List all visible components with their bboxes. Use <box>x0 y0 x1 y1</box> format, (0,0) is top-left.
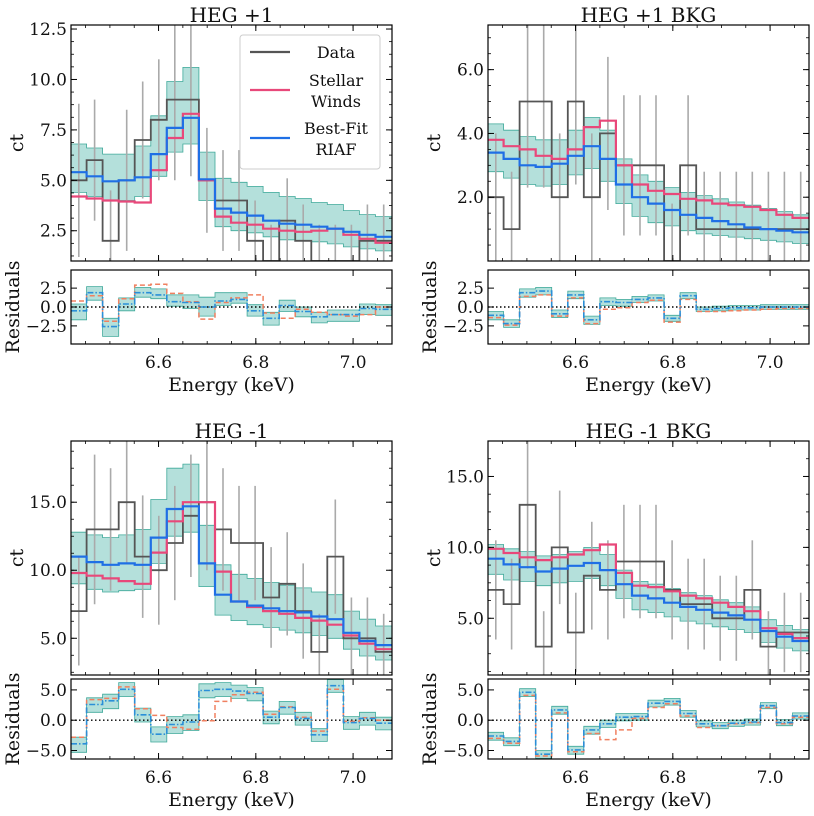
residuals-plot-area <box>488 688 809 759</box>
riaf-confidence-band <box>488 117 809 244</box>
legend-stellar-winds-label: Stellar Winds <box>309 71 364 111</box>
y-axis-label: ct <box>6 548 28 567</box>
residual-y-tick-label: −2.5 <box>26 317 67 337</box>
x-tick-label: 6.8 <box>659 353 686 373</box>
x-tick-label: 6.8 <box>659 768 686 788</box>
residual-y-tick-label: −5.0 <box>443 742 484 762</box>
x-axis-label: Energy (keV) <box>168 789 295 811</box>
legend: Data Stellar Winds Best-Fit RIAF <box>239 34 381 170</box>
y-tick-label: 5.0 <box>40 629 67 649</box>
x-axis-label: Energy (keV) <box>585 789 712 811</box>
residuals-axis-label: Residuals <box>2 673 24 766</box>
residual-y-tick-label: 2.5 <box>457 279 484 299</box>
x-tick-label: 7.0 <box>757 768 784 788</box>
x-axis-label: Energy (keV) <box>168 374 295 396</box>
x-tick-label: 7.0 <box>340 768 367 788</box>
x-tick-label: 6.8 <box>242 768 269 788</box>
y-tick-label: 12.5 <box>29 20 67 40</box>
residual-y-tick-label: 0.0 <box>457 711 484 731</box>
residual-winds-line <box>71 686 392 738</box>
riaf-line <box>71 116 392 238</box>
residual-winds-line <box>488 294 809 326</box>
y-tick-label: 2.5 <box>40 222 67 242</box>
residuals-axis-label: Residuals <box>419 261 441 354</box>
x-axis-label: Energy (keV) <box>585 374 712 396</box>
residual-y-tick-label: −2.5 <box>443 317 484 337</box>
y-axis-label: ct <box>423 133 445 152</box>
stellar-winds-line <box>488 543 809 640</box>
panel-title: HEG -1 <box>195 419 269 443</box>
residual-riaf-line <box>71 684 392 745</box>
panel-title: HEG -1 BKG <box>586 419 712 443</box>
residual-y-tick-label: −5.0 <box>26 742 67 762</box>
y-tick-label: 10.0 <box>29 561 67 581</box>
main-plot-area <box>488 25 809 261</box>
residual-riaf-line <box>488 691 809 755</box>
x-tick-label: 7.0 <box>340 353 367 373</box>
residual-y-tick-label: 0.0 <box>40 711 67 731</box>
y-tick-label: 5.0 <box>40 171 67 191</box>
panel-4: 5.0 10.0 15.0 HEG -1 BKG ct −5.0 0.0 5.0 6.6 6.8 7… <box>419 419 810 811</box>
y-tick-label: 10.0 <box>29 70 67 90</box>
residuals-plot-area <box>488 287 809 328</box>
residuals-axis-label: Residuals <box>419 673 441 766</box>
x-tick-label: 6.6 <box>562 353 589 373</box>
legend-riaf-label: Best-Fit RIAF <box>304 119 368 159</box>
riaf-line <box>488 557 809 643</box>
x-tick-label: 7.0 <box>757 353 784 373</box>
y-tick-label: 2.0 <box>457 188 484 208</box>
residual-riaf-line <box>71 291 392 328</box>
data-step-line <box>488 503 809 648</box>
y-tick-label: 7.5 <box>40 121 67 141</box>
y-tick-label: 5.0 <box>457 609 484 629</box>
y-tick-label: 6.0 <box>457 61 484 81</box>
y-tick-label: 15.0 <box>29 493 67 513</box>
data-step-line <box>71 501 392 653</box>
residual-y-tick-label: 5.0 <box>40 681 67 701</box>
residuals-plot-area <box>71 283 392 337</box>
y-tick-label: 15.0 <box>446 467 484 487</box>
x-tick-label: 6.6 <box>145 768 172 788</box>
legend-data-label: Data <box>317 43 356 62</box>
panel-title: HEG +1 <box>190 3 274 27</box>
y-tick-label: 4.0 <box>457 124 484 144</box>
legend-box <box>239 34 381 170</box>
residual-y-tick-label: 0.0 <box>457 298 484 318</box>
x-tick-label: 6.6 <box>562 768 589 788</box>
residual-riaf-line <box>488 290 809 325</box>
x-tick-label: 6.6 <box>145 353 172 373</box>
riaf-confidence-band <box>71 67 392 252</box>
riaf-line <box>71 505 392 647</box>
stellar-winds-line <box>488 119 809 219</box>
y-tick-label: 10.0 <box>446 538 484 558</box>
panel-title: HEG +1 BKG <box>581 3 717 27</box>
residuals-axis-label: Residuals <box>2 261 24 354</box>
main-plot-area <box>488 441 809 675</box>
residual-y-tick-label: 0.0 <box>40 298 67 318</box>
residual-band <box>488 287 809 328</box>
residual-y-tick-label: 5.0 <box>457 681 484 701</box>
y-axis-label: ct <box>6 133 28 152</box>
riaf-line <box>488 145 809 234</box>
residual-y-tick-label: 2.5 <box>40 279 67 299</box>
x-tick-label: 6.8 <box>242 353 269 373</box>
panel-2: 2.0 4.0 6.0 HEG +1 BKG ct −2.50.02.5 6.6 6.8 7.0… <box>419 3 810 396</box>
y-axis-label: ct <box>423 548 445 567</box>
main-plot-area <box>71 441 392 675</box>
residuals-plot-area <box>71 679 392 753</box>
panel-3: 5.0 10.0 15.0 HEG -1 ct −5.0 0.0 5.0 6.6 6.8 7.0 Re… <box>2 419 393 811</box>
